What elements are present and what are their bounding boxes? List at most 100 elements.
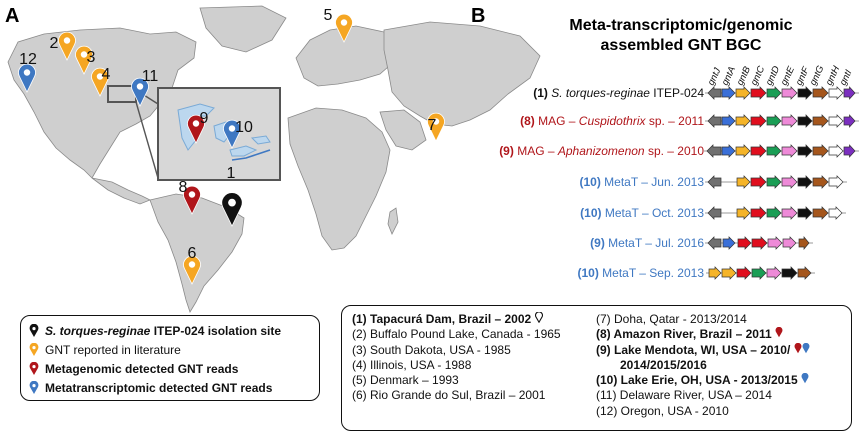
gene-arrow bbox=[828, 144, 844, 158]
site-8: (8) Amazon River, Brazil – 2011 bbox=[596, 327, 810, 342]
pin-dot bbox=[192, 120, 200, 127]
gene-arrow bbox=[812, 175, 829, 189]
map-pin-1: 1 bbox=[221, 165, 243, 227]
site-7: (7) Doha, Qatar - 2013/2014 bbox=[596, 312, 747, 326]
legend-item-metatranscriptomic: Metatranscriptomic detected GNT reads bbox=[29, 378, 311, 397]
gene-arrow bbox=[781, 206, 798, 220]
south-america-shape bbox=[149, 193, 245, 313]
map-pin-11: 11 bbox=[131, 68, 158, 107]
pin-number-label: 10 bbox=[235, 119, 253, 136]
panel-b-label: B bbox=[471, 5, 485, 27]
gene-arrow bbox=[750, 86, 767, 100]
map-pin-5: 5 bbox=[324, 7, 353, 43]
pin-dot bbox=[63, 37, 71, 44]
sampling-sites-list: (1) Tapacurá Dam, Brazil – 2002 (2) Buff… bbox=[341, 305, 852, 431]
pin-blue-icon bbox=[131, 77, 149, 107]
gene-arrow bbox=[781, 266, 798, 280]
gene-arrow bbox=[750, 206, 767, 220]
gene-arrow bbox=[767, 236, 783, 250]
panel-a-label: A bbox=[5, 5, 19, 27]
orange-pin-icon bbox=[29, 342, 39, 356]
gene-arrow bbox=[797, 206, 813, 220]
map-pin-7: 7 bbox=[427, 112, 445, 142]
pin-number-label: 6 bbox=[188, 245, 197, 262]
gene-arrow bbox=[798, 236, 810, 250]
map-pin-2: 2 bbox=[50, 31, 76, 61]
legend-metagenomic-text: Metagenomic detected GNT reads bbox=[45, 361, 239, 376]
panel-b-title-line1: Meta-transcriptomic/genomic bbox=[569, 17, 792, 34]
gene-arrow bbox=[766, 144, 782, 158]
pin-number-label: 4 bbox=[102, 66, 111, 83]
panel-b-title-line2: assembled GNT BGC bbox=[601, 37, 762, 54]
gene-arrow bbox=[812, 206, 829, 220]
pin-dot bbox=[188, 191, 196, 198]
pin-blue-icon bbox=[18, 63, 36, 93]
pin-orange-icon bbox=[427, 112, 445, 142]
site-2: (2) Buffalo Pound Lake, Canada - 1965 bbox=[352, 327, 561, 342]
site-12: (12) Oregon, USA - 2010 bbox=[596, 403, 729, 418]
map-pin-12: 12 bbox=[18, 51, 37, 93]
pin-orange-icon bbox=[91, 67, 109, 97]
gene-arrow bbox=[766, 114, 782, 128]
black-pin-icon bbox=[29, 323, 39, 337]
pin-dot bbox=[136, 83, 144, 90]
pin-number-label: 12 bbox=[19, 51, 37, 68]
gene-arrow bbox=[722, 236, 736, 250]
greenland-shape bbox=[199, 5, 287, 53]
gene-arrow bbox=[750, 175, 767, 189]
gene-arrow bbox=[750, 144, 767, 158]
world-map bbox=[7, 5, 541, 313]
gene-arrow bbox=[843, 86, 856, 100]
gene-arrow bbox=[828, 206, 843, 220]
gene-arrow bbox=[735, 144, 751, 158]
gene-arrow bbox=[707, 86, 722, 100]
gene-arrow bbox=[766, 266, 782, 280]
gene-arrow bbox=[721, 144, 736, 158]
gene-arrow bbox=[707, 114, 722, 128]
legend-item-literature: GNT reported in literature bbox=[29, 340, 311, 359]
pin-number-label: 2 bbox=[50, 35, 59, 52]
bgc-row bbox=[705, 175, 847, 189]
pin-orange-icon bbox=[75, 45, 93, 75]
pin-orange-icon bbox=[183, 255, 201, 285]
gene-arrow bbox=[737, 236, 752, 250]
bgc-row-label: (10) MetaT – Oct. 2013 bbox=[580, 206, 704, 220]
gene-arrow bbox=[766, 86, 782, 100]
gene-arrow bbox=[736, 206, 751, 220]
gene-arrow bbox=[812, 144, 829, 158]
site-3: (3) South Dakota, USA - 1985 bbox=[352, 342, 511, 357]
legend-item-isolation-site: S. torques-reginae ITEP-024 isolation si… bbox=[29, 321, 311, 340]
site-6: (6) Rio Grande do Sul, Brazil – 2001 bbox=[352, 388, 546, 403]
arabia-shape bbox=[379, 109, 427, 151]
site-9-years: 2014/2015/2016 bbox=[620, 357, 707, 372]
gene-arrow bbox=[812, 114, 829, 128]
gene-arrow bbox=[766, 206, 782, 220]
pin-blue-icon bbox=[223, 119, 241, 149]
gene-arrow bbox=[797, 114, 813, 128]
gene-arrow bbox=[797, 266, 812, 280]
pin-dot bbox=[96, 73, 104, 80]
pin-black-icon bbox=[221, 192, 243, 227]
bgc-row bbox=[705, 206, 846, 220]
gene-arrow bbox=[797, 175, 813, 189]
gene-arrow bbox=[828, 175, 844, 189]
sites-column-right: (7) Doha, Qatar - 2013/2014 (8) Amazon R… bbox=[596, 312, 810, 419]
gene-arrow bbox=[782, 236, 797, 250]
bgc-row-label: (10) MetaT – Sep. 2013 bbox=[577, 266, 704, 280]
gene-arrow bbox=[736, 266, 752, 280]
bgc-row-label: (1) S. torques-reginae ITEP-024 bbox=[533, 86, 704, 100]
pin-red-icon bbox=[183, 185, 201, 215]
sites-column-left: (1) Tapacurá Dam, Brazil – 2002 (2) Buff… bbox=[352, 311, 596, 419]
gene-arrow bbox=[735, 114, 751, 128]
bgc-row-label: (8) MAG – Cuspidothrix sp. – 2011 bbox=[520, 114, 704, 128]
gene-arrow bbox=[721, 86, 736, 100]
gene-arrow bbox=[707, 206, 722, 220]
legend-metatranscriptomic-text: Metatranscriptomic detected GNT reads bbox=[45, 380, 273, 395]
gene-arrow bbox=[781, 175, 798, 189]
gene-arrow bbox=[721, 114, 736, 128]
gene-arrow bbox=[766, 175, 782, 189]
bgc-row-label: (10) MetaT – Jun. 2013 bbox=[579, 175, 704, 189]
